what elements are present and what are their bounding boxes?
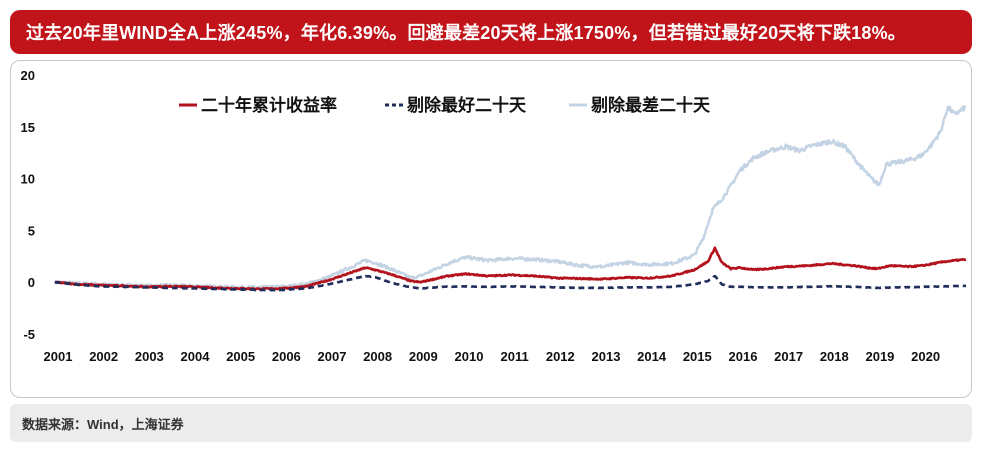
x-tick-label: 2012 [546,349,575,364]
x-tick-label: 2001 [44,349,73,364]
x-tick-label: 2015 [683,349,712,364]
x-tick-label: 2004 [181,349,211,364]
legend-label: 剔除最差二十天 [590,95,711,115]
x-tick-label: 2013 [592,349,621,364]
series-line [53,105,967,291]
x-tick-label: 2018 [820,349,849,364]
x-tick-label: 2007 [318,349,347,364]
series-line [54,246,967,291]
legend: 二十年累计收益率 剔除最好二十天 剔除最差二十天 [179,95,711,115]
x-tick-label: 2009 [409,349,438,364]
x-tick-label: 2019 [865,349,894,364]
x-tick-label: 2011 [501,349,529,364]
headline-banner: 过去20年里WIND全A上涨245%，年化6.39%。回避最差20天将上涨175… [10,10,972,54]
y-tick-label: 0 [28,275,35,290]
x-tick-label: 2006 [272,349,301,364]
y-tick-label: 10 [21,172,35,187]
series-line [54,274,967,292]
legend-label: 二十年累计收益率 [201,95,337,115]
y-tick-label: -5 [23,327,35,342]
x-tick-label: 2010 [455,349,484,364]
x-tick-label: 2003 [135,349,164,364]
y-tick-label: 5 [28,223,35,238]
x-axis: 2001 2002 2003 2004 2005 2006 2007 2008 2009 2010… [44,349,941,364]
x-tick-label: 2002 [89,349,118,364]
series-layer [53,105,967,292]
legend-label: 剔除最好二十天 [406,95,527,115]
x-tick-label: 2017 [774,349,803,364]
source-footer: 数据来源：Wind，上海证券 [10,404,972,442]
x-tick-label: 2005 [226,349,255,364]
y-tick-label: 20 [21,68,35,83]
y-axis: 20 15 10 5 0 -5 [21,68,35,342]
chart-panel: 20 15 10 5 0 -5 2001 2002 2003 2004 2005 2006 2007 2… [10,60,972,398]
x-tick-label: 2008 [363,349,392,364]
y-tick-label: 15 [21,120,35,135]
x-tick-label: 2016 [729,349,758,364]
headline-text: 过去20年里WIND全A上涨245%，年化6.39%。回避最差20天将上涨175… [26,23,906,43]
x-tick-label: 2020 [911,349,940,364]
source-text: 数据来源：Wind，上海证券 [22,416,184,432]
x-tick-label: 2014 [637,349,667,364]
